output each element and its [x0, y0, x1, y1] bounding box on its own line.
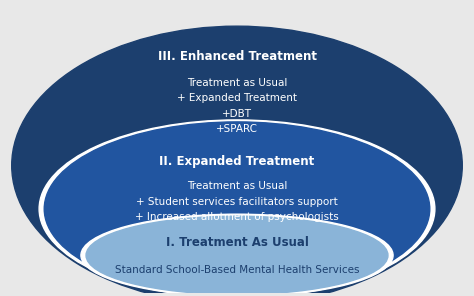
- Ellipse shape: [12, 26, 462, 296]
- Text: III. Enhanced Treatment: III. Enhanced Treatment: [157, 50, 317, 63]
- Text: Treatment as Usual
+ Expanded Treatment
+DBT
+SPARC: Treatment as Usual + Expanded Treatment …: [177, 78, 297, 134]
- Text: Standard School-Based Mental Health Services: Standard School-Based Mental Health Serv…: [115, 265, 359, 275]
- Ellipse shape: [81, 214, 393, 296]
- Text: Treatment as Usual
+ Student services facilitators support
+ Increased allotment: Treatment as Usual + Student services fa…: [135, 181, 339, 222]
- Ellipse shape: [39, 120, 435, 296]
- Ellipse shape: [86, 216, 388, 295]
- Text: I. Treatment As Usual: I. Treatment As Usual: [165, 236, 309, 249]
- Ellipse shape: [44, 122, 430, 296]
- Text: II. Expanded Treatment: II. Expanded Treatment: [159, 155, 315, 168]
